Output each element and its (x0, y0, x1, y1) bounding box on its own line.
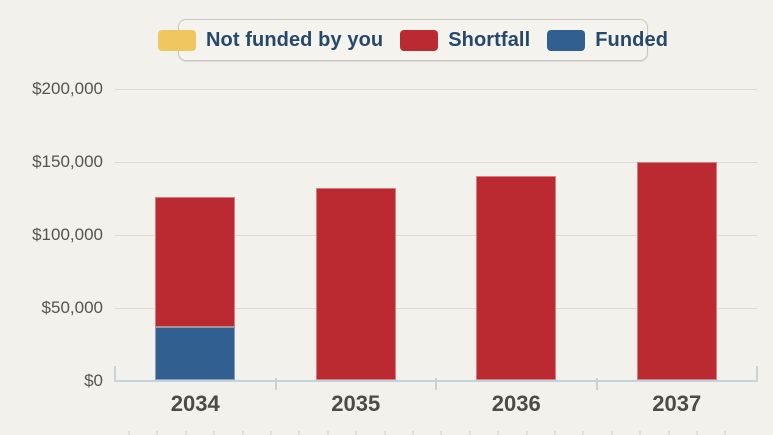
shortfall-swatch-icon (400, 29, 439, 51)
y-axis-tick-label: $50,000 (41, 298, 103, 317)
legend-label-not-funded-by-you: Not funded by you (205, 28, 384, 51)
cropped-bottom-tick (298, 431, 301, 435)
bar-segment-shortfall[interactable] (636, 161, 717, 380)
x-axis-category-label: 2035 (331, 391, 381, 416)
cropped-bottom-tick (468, 431, 471, 435)
axis-endcap-tick (114, 366, 116, 382)
y-gridline (115, 234, 757, 236)
bar-segment-shortfall[interactable] (476, 176, 557, 380)
cropped-bottom-tick (156, 431, 159, 435)
legend-label-shortfall: Shortfall (448, 28, 531, 51)
x-axis-category-label: 2034 (170, 391, 220, 416)
cropped-bottom-tick (270, 431, 272, 435)
cropped-bottom-tick (696, 431, 698, 435)
cropped-bottom-tick (497, 431, 500, 435)
y-axis-tick-label: $200,000 (32, 79, 103, 98)
cropped-bottom-tick (639, 431, 642, 435)
bar-segment-shortfall[interactable] (155, 196, 236, 328)
cropped-bottom-tick (554, 431, 556, 435)
cropped-bottom-tick (241, 431, 244, 435)
cropped-bottom-tick (326, 431, 329, 435)
x-axis-category-label: 2037 (652, 391, 702, 416)
y-axis-tick-label: $0 (84, 371, 103, 390)
legend-label-funded: Funded (595, 28, 669, 51)
cropped-bottom-tick (610, 431, 613, 435)
chart-legend: Not funded by you Shortfall Funded (157, 19, 668, 61)
cropped-bottom-tick (383, 431, 386, 435)
cropped-bottom-tick (213, 431, 216, 435)
y-gridline (115, 88, 757, 90)
cropped-bottom-tick (525, 431, 528, 435)
cropped-bottom-tick (412, 431, 414, 435)
axis-endcap-tick (756, 366, 758, 382)
bar-segment-funded[interactable] (155, 327, 236, 380)
legend-item-funded[interactable]: Funded (547, 29, 668, 52)
cropped-bottom-tick (724, 431, 727, 435)
category-boundary-tick (595, 378, 598, 390)
cropped-bottom-tick (355, 431, 358, 435)
x-axis-category-label: 2036 (491, 391, 541, 416)
cropped-bottom-tick (128, 431, 130, 435)
category-boundary-tick (274, 378, 277, 390)
not-funded-swatch-icon (157, 29, 196, 51)
legend-item-shortfall[interactable]: Shortfall (400, 29, 530, 52)
y-gridline (115, 161, 757, 163)
funded-swatch-icon (547, 29, 586, 51)
bar-segment-shortfall[interactable] (315, 188, 396, 380)
y-axis-tick-label: $100,000 (32, 225, 103, 244)
cropped-bottom-tick (667, 431, 670, 435)
y-gridline (115, 307, 757, 309)
cropped-bottom-tick (440, 431, 443, 435)
legend-item-not-funded-by-you[interactable]: Not funded by you (157, 28, 384, 52)
cropped-bottom-tick (184, 431, 187, 435)
category-boundary-tick (435, 378, 437, 390)
y-axis-tick-label: $150,000 (32, 152, 103, 171)
cropped-bottom-tick (582, 431, 585, 435)
